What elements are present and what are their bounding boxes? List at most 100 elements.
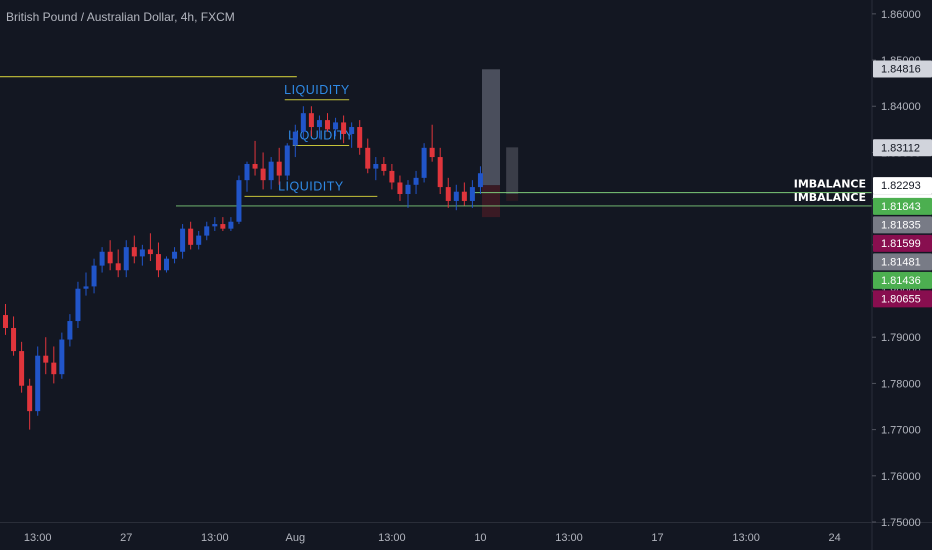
candle (397, 175, 403, 201)
candle-body (381, 163, 387, 171)
candle-body (477, 173, 483, 188)
candle (228, 217, 234, 231)
candle (333, 117, 339, 137)
price-badge: 1.81436 (873, 271, 932, 289)
candle (212, 217, 218, 231)
projection-boxes (482, 69, 519, 218)
candle-body (131, 247, 137, 257)
imbalance-label: IMBALANCE (794, 191, 866, 204)
price-badge-bg (873, 60, 932, 78)
candle-body (43, 355, 49, 363)
candle-body (300, 113, 306, 132)
candle (373, 157, 379, 181)
candle (164, 256, 169, 273)
price-badge-bg (873, 253, 932, 271)
price-badge: 1.83112 (873, 139, 932, 157)
candle (236, 175, 242, 225)
x-tick-label: 13:00 (732, 532, 760, 544)
candle (75, 281, 81, 328)
price-badge-label: 1.80655 (881, 293, 921, 305)
candle (260, 152, 266, 190)
candle-body (389, 170, 395, 183)
candle-body (244, 163, 250, 181)
price-badge-bg (873, 197, 932, 215)
price-badges: 1.848161.831121.8229303:241.818431.81835… (873, 60, 932, 308)
candle-body (437, 157, 443, 188)
candle (220, 217, 226, 231)
y-tick-label: 1.79000 (881, 332, 921, 344)
x-tick-label: 13:00 (378, 532, 406, 544)
candle (292, 124, 298, 158)
x-tick-label: 13:00 (24, 532, 52, 544)
candle (67, 314, 73, 347)
candle-body (333, 122, 339, 130)
liquidity-label: LIQUIDITY (278, 179, 344, 193)
candle-body (35, 355, 41, 412)
candles (3, 106, 483, 430)
candle-body (292, 131, 298, 146)
candle-body (139, 249, 145, 257)
candle (445, 177, 451, 208)
candle-body (75, 288, 81, 322)
y-tick-label: 1.76000 (881, 471, 921, 483)
candle-body (397, 182, 403, 195)
price-badge-label: 1.81843 (881, 201, 921, 213)
candle (244, 161, 250, 192)
x-tick-label: 17 (651, 532, 663, 544)
candle-body (316, 120, 322, 128)
candle-body (147, 249, 153, 255)
price-badge-bg (873, 139, 932, 157)
chart-title: British Pound / Australian Dollar, 4h, F… (6, 10, 235, 24)
candle (413, 170, 419, 195)
price-badge-bg (873, 177, 932, 195)
candle (172, 247, 178, 264)
x-tick-label: 27 (120, 532, 132, 544)
candle (155, 242, 161, 278)
candle-body (308, 113, 314, 128)
candle (268, 157, 274, 190)
candle (276, 147, 282, 185)
candle (389, 163, 395, 190)
candle-body (172, 251, 178, 259)
candle-body (204, 226, 210, 236)
candle (204, 221, 210, 241)
candle-body (284, 145, 290, 176)
candle (139, 244, 145, 266)
annotations: LIQUIDITY LIQUIDITY LIQUIDITY IMBALANCEIMBA… (0, 76, 872, 207)
candle-body (405, 184, 411, 195)
price-badge-bg (873, 271, 932, 289)
candle (99, 247, 105, 273)
candle-body (123, 247, 129, 271)
projection-box (482, 185, 500, 218)
liquidity-label: LIQUIDITY (284, 83, 350, 97)
candle (11, 316, 17, 356)
candle (284, 143, 290, 181)
candle (316, 115, 322, 139)
candle-body (228, 221, 234, 229)
candle-body (115, 263, 121, 271)
candle (19, 341, 25, 393)
projection-box (506, 147, 519, 195)
candle-body (325, 120, 330, 130)
candle-body (3, 315, 8, 328)
candle (461, 182, 467, 206)
candle (429, 124, 435, 162)
candle-body (236, 180, 242, 222)
candle (131, 235, 137, 264)
y-tick-label: 1.84000 (881, 101, 921, 113)
price-badge-label: 1.81835 (881, 219, 921, 231)
price-badge: 1.81843 (873, 197, 932, 215)
candle-body (252, 163, 258, 169)
candle-body (461, 191, 467, 201)
price-badge-label: 1.82293 (881, 180, 921, 192)
candle (405, 180, 411, 208)
candle-body (373, 163, 379, 169)
candle (381, 157, 387, 176)
candle-body (19, 351, 25, 386)
y-tick-label: 1.77000 (881, 425, 921, 437)
candle-body (99, 251, 105, 266)
candle-body (469, 187, 475, 201)
price-badge: 1.81599 (873, 234, 932, 252)
candle-body (188, 228, 194, 245)
